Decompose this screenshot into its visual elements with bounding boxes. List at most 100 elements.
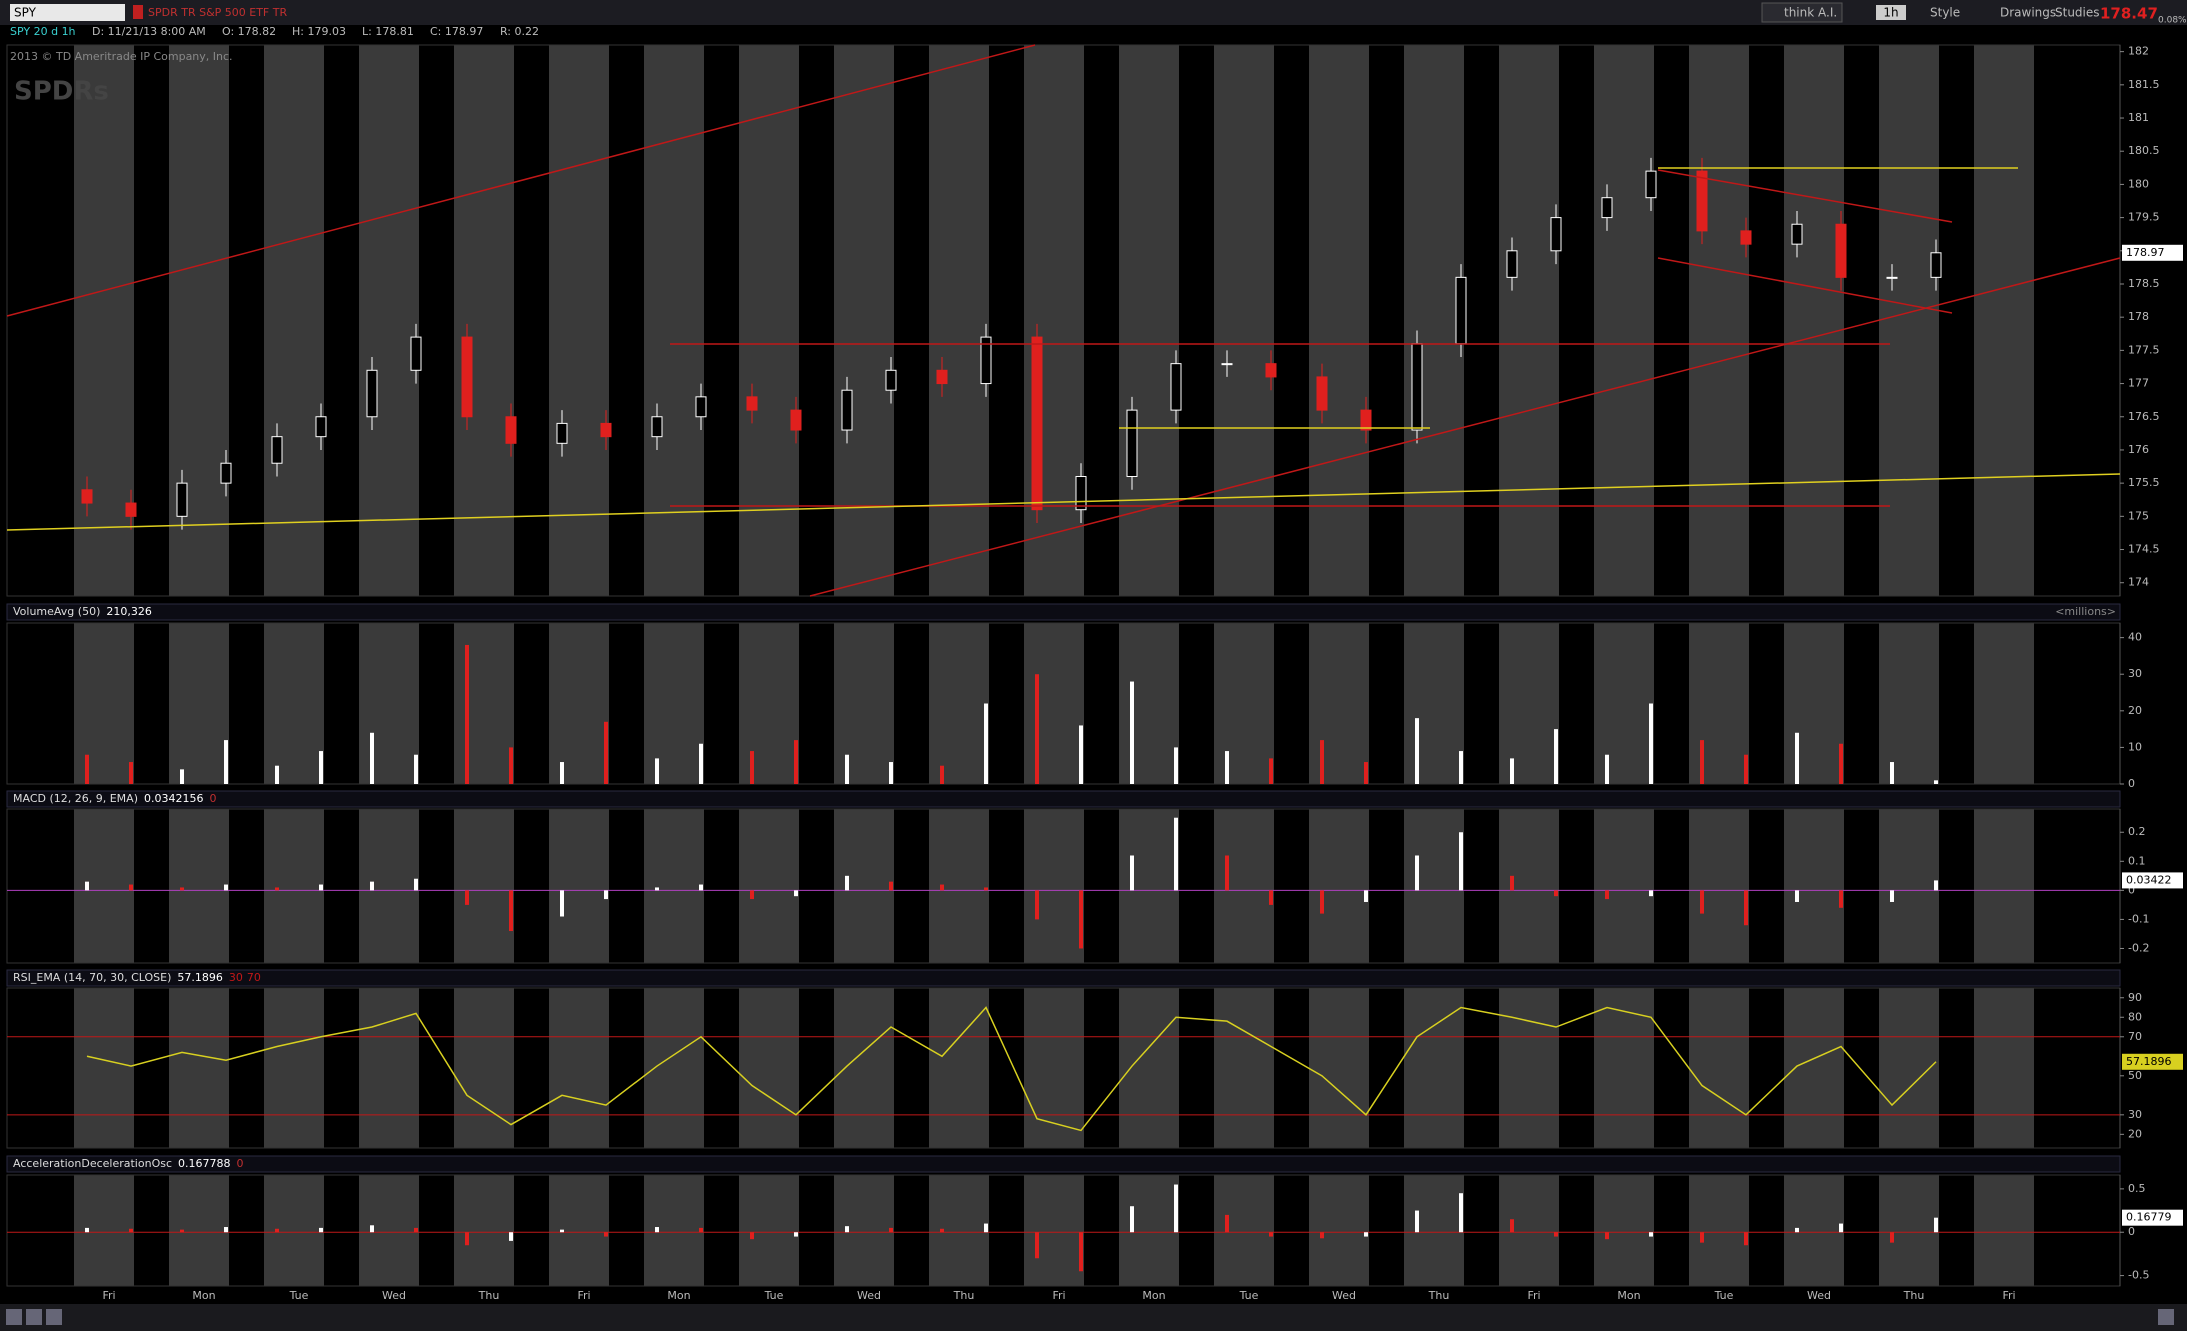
- candle-body: [315, 416, 327, 438]
- bar: [655, 887, 659, 891]
- session-band: [1024, 623, 1084, 784]
- value-marker: [2122, 872, 2183, 889]
- studies-button[interactable]: Studies: [2055, 6, 2100, 20]
- session-band: [1404, 988, 1464, 1148]
- timeframe-box[interactable]: [1876, 5, 1906, 20]
- pan-button[interactable]: [6, 1309, 22, 1325]
- trendline: [809, 257, 2121, 597]
- session-band: [1214, 1175, 1274, 1286]
- bar: [1605, 754, 1609, 784]
- session-band: [1689, 988, 1749, 1148]
- timeframe[interactable]: 1h: [1883, 6, 1898, 20]
- y-tick-label: 30: [2128, 667, 2142, 680]
- bar: [1934, 880, 1938, 891]
- y-tick-label: 181: [2128, 111, 2149, 124]
- bar: [845, 1226, 849, 1233]
- x-tick-label: Mon: [1617, 1289, 1640, 1302]
- session-band: [929, 45, 989, 596]
- panel-header: [6, 1155, 2121, 1173]
- session-band: [359, 45, 419, 596]
- bar: [1320, 890, 1324, 914]
- symbol-box[interactable]: [10, 4, 125, 21]
- bar: [1269, 1232, 1273, 1237]
- bar: [1225, 1214, 1229, 1233]
- candle-body: [1791, 223, 1803, 245]
- y-tick-label: 0.1: [2128, 854, 2146, 867]
- bar: [1700, 890, 1704, 914]
- candle-body: [1316, 376, 1328, 411]
- bar: [604, 1232, 608, 1237]
- bar: [1510, 758, 1514, 784]
- y-tick-label: 176: [2128, 443, 2149, 456]
- session-band: [834, 988, 894, 1148]
- bar: [1320, 1232, 1324, 1239]
- bar: [750, 890, 754, 900]
- session-band: [1404, 1175, 1464, 1286]
- session-band: [834, 623, 894, 784]
- candle-body: [936, 369, 948, 385]
- candle-body: [461, 336, 473, 418]
- bar: [509, 890, 513, 932]
- candle-body: [1221, 363, 1233, 366]
- session-band: [1309, 809, 1369, 963]
- session-band: [169, 623, 229, 784]
- panel-header: [6, 790, 2121, 808]
- candle-body: [366, 369, 378, 418]
- y-tick-label: 50: [2128, 1069, 2142, 1082]
- x-tick-label: Fri: [1052, 1289, 1065, 1302]
- session-band: [549, 1175, 609, 1286]
- y-tick-label: 175.5: [2128, 476, 2160, 489]
- high: H: 179.03: [292, 25, 346, 38]
- bar: [465, 1232, 469, 1246]
- bar: [319, 884, 323, 891]
- session-band: [1119, 45, 1179, 596]
- zoom-button[interactable]: [26, 1309, 42, 1325]
- range: R: 0.22: [500, 25, 539, 38]
- candle-body: [1645, 170, 1657, 199]
- zoom-out-button[interactable]: [46, 1309, 62, 1325]
- low: L: 178.81: [362, 25, 414, 38]
- candle-body: [1696, 170, 1708, 232]
- marks: 174 174.5 175 175.5 176 176.5 177 177.5 178 178.5…: [7, 45, 2183, 1302]
- bar: [699, 1227, 703, 1233]
- bar: [1890, 1232, 1894, 1243]
- bar: [1605, 1232, 1609, 1240]
- bar: [655, 758, 659, 784]
- y-tick-label: 20: [2128, 704, 2142, 717]
- session-band: [644, 809, 704, 963]
- bar: [889, 762, 893, 784]
- session-band: [1499, 809, 1559, 963]
- settings-button[interactable]: [2158, 1309, 2174, 1325]
- y-tick-label: 0: [2128, 777, 2135, 790]
- session-band: [1214, 45, 1274, 596]
- bar: [1364, 890, 1368, 902]
- bar: [1934, 780, 1938, 784]
- session-band: [834, 45, 894, 596]
- session-band: [1689, 809, 1749, 963]
- session-band: [1024, 1175, 1084, 1286]
- session-band: [264, 809, 324, 963]
- think[interactable]: think A.I.: [1784, 6, 1837, 20]
- bar: [699, 884, 703, 891]
- x-tick-label: Mon: [1142, 1289, 1165, 1302]
- bar: [1605, 890, 1609, 900]
- style-button[interactable]: Style: [1930, 6, 1960, 20]
- session-band: [1119, 623, 1179, 784]
- value-marker-label: 57.1896: [2126, 1055, 2172, 1068]
- x-tick-label: Thu: [953, 1289, 975, 1302]
- bar: [129, 762, 133, 784]
- bar: [1079, 1232, 1083, 1272]
- x-tick-label: Thu: [1903, 1289, 1925, 1302]
- bar: [85, 1227, 89, 1233]
- x-tick-label: Mon: [192, 1289, 215, 1302]
- session-band: [1784, 988, 1844, 1148]
- bar: [1934, 1217, 1938, 1233]
- session-band: [644, 623, 704, 784]
- think-button[interactable]: [1761, 2, 1843, 23]
- drawings-button[interactable]: Drawings: [2000, 6, 2056, 20]
- symbol[interactable]: SPY: [14, 6, 37, 20]
- session-band: [1784, 809, 1844, 963]
- session-band: [1879, 809, 1939, 963]
